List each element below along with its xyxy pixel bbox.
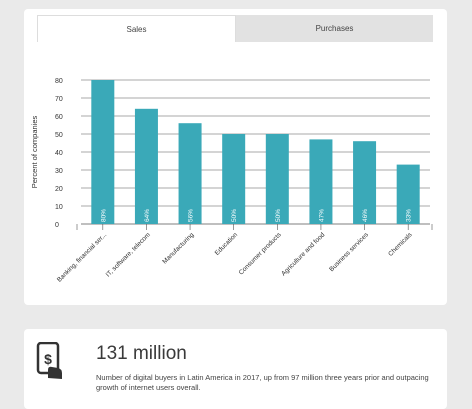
chart-card: Sales Purchases 0 10 20 30 40 50 60 70 80 Percent… xyxy=(24,9,447,305)
y-tick-label: 50 xyxy=(55,132,63,139)
y-axis-label: Percent of companies xyxy=(30,115,39,188)
bar xyxy=(91,80,115,224)
y-tick-label: 30 xyxy=(55,168,63,175)
x-tick-label: IT, software, telecom xyxy=(105,231,152,278)
y-tick-label: 80 xyxy=(55,78,63,85)
x-tick-label: Chemicals xyxy=(387,231,414,258)
tab-sales[interactable]: Sales xyxy=(37,15,236,42)
y-tick-label: 10 xyxy=(55,204,63,211)
bar xyxy=(134,108,158,224)
data-label: 80% xyxy=(100,209,107,222)
data-label: 56% xyxy=(188,209,195,222)
x-tick-label: Banking, financial ser... xyxy=(56,231,108,283)
y-tick-label: 40 xyxy=(55,150,63,157)
bar xyxy=(222,134,246,224)
data-label: 47% xyxy=(318,209,325,222)
y-tick-label: 70 xyxy=(55,96,63,103)
x-tick-label: Education xyxy=(214,231,240,257)
bar-chart: 0 10 20 30 40 50 60 70 80 Percent of companies 80%… xyxy=(30,78,433,284)
stat-description: Number of digital buyers in Latin Americ… xyxy=(96,373,429,392)
data-label: 64% xyxy=(144,209,151,222)
tab-bar: Sales Purchases xyxy=(37,15,433,42)
tab-purchases[interactable]: Purchases xyxy=(236,15,433,42)
stat-value: 131 million xyxy=(96,343,187,364)
bar xyxy=(309,139,333,224)
data-label: 46% xyxy=(362,209,369,222)
data-label: 33% xyxy=(406,209,413,222)
bar xyxy=(178,123,202,224)
y-tick-label: 0 xyxy=(55,222,59,229)
data-label: 50% xyxy=(275,209,282,222)
x-tick-label: Agriculture and food xyxy=(280,231,326,277)
bar xyxy=(353,141,377,224)
x-tick-label: Business services xyxy=(328,231,370,273)
mobile-payment-icon: $ xyxy=(36,342,62,379)
y-tick-label: 60 xyxy=(55,114,63,121)
x-tick-label: Consumer products xyxy=(238,231,284,277)
svg-text:$: $ xyxy=(44,351,52,367)
data-label: 50% xyxy=(231,209,238,222)
bar xyxy=(396,164,420,224)
y-tick-label: 20 xyxy=(55,186,63,193)
bar xyxy=(265,134,289,224)
x-tick-label: Manufacturing xyxy=(161,231,195,265)
stat-card: $ 131 million Number of digital buyers i… xyxy=(24,329,447,409)
